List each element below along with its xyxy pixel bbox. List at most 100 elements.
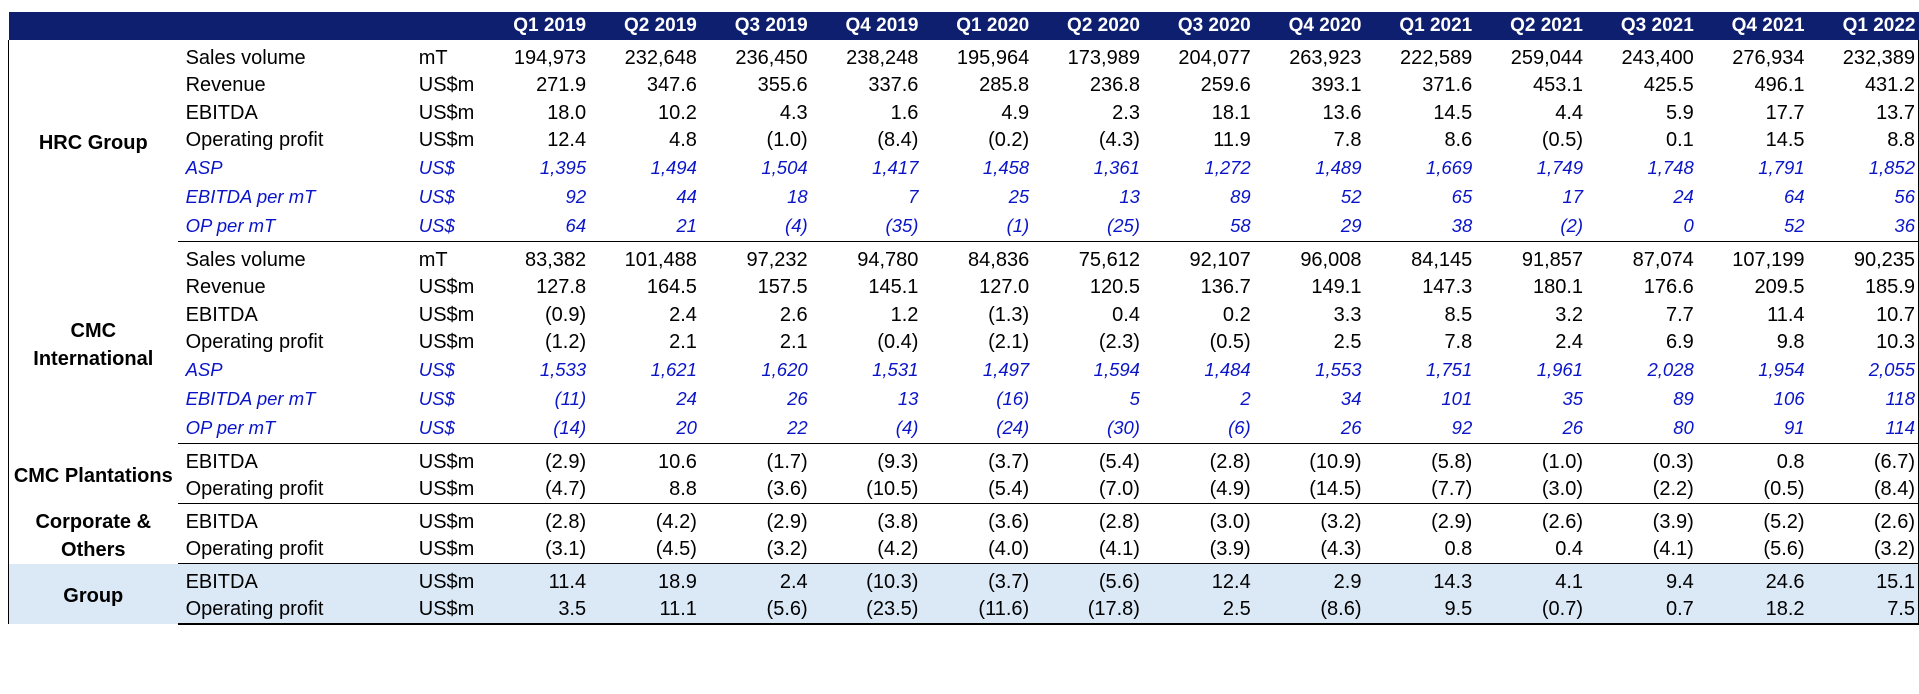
value-cell: 496.1 [1754, 74, 1805, 97]
value-cell: 285.8 [979, 74, 1030, 97]
unit-label: US$ [405, 414, 479, 444]
value-cell: (2.9) [766, 510, 808, 533]
value-cell: 7.5 [1807, 595, 1919, 625]
table-row: CMC International Sales volume mT 83,382 101… [7, 241, 1919, 444]
value-cell: 15.1 [1807, 563, 1919, 596]
value-cell: 10.2 [657, 101, 697, 124]
value-cell: (8.6) [1253, 595, 1365, 625]
metric-label: Operating profit [177, 475, 406, 504]
metric-label: Operating profit [185, 129, 324, 152]
unit-label: US$m [418, 74, 475, 97]
value-cell: 0.4 [1112, 303, 1140, 326]
value-cell: 2.5 [1142, 595, 1254, 625]
metric-label: Operating profit [177, 535, 406, 564]
value-cell: (3.7) [988, 450, 1030, 473]
value-cell: 1.2 [890, 303, 919, 326]
value-cell: (6.7) [1807, 443, 1919, 476]
value-cell: 0.8 [1776, 450, 1805, 473]
value-cell: 337.6 [868, 74, 919, 97]
value-cell: (4.3) [1253, 535, 1365, 564]
value-cell: 12.4 [1142, 563, 1254, 596]
unit-label: US$m [418, 450, 475, 473]
value-cell: 120.5 [1089, 276, 1140, 299]
unit-label: US$m [418, 129, 475, 152]
segment-label: Corporate & Others [7, 503, 178, 564]
column-header-quarter: Q4 2019 [810, 12, 922, 40]
value-cell: (0.5) [1541, 129, 1584, 152]
value-cell: 1,852 [1807, 154, 1919, 183]
value-cell: (4.2) [810, 535, 922, 564]
unit-label: mT [418, 46, 448, 69]
value-cell: 2.4 [1555, 331, 1584, 354]
value-cell: 0.8 [1364, 535, 1476, 564]
value-cell: (8.4) [877, 129, 919, 152]
value-cell: (3.6) [699, 475, 811, 504]
value-cell: (3.2) [1807, 535, 1919, 564]
header-blank-unit [405, 12, 479, 40]
value-cell: (3.9) [1142, 535, 1254, 564]
value-cell: (4.9) [1142, 475, 1254, 504]
value-cell: (7.0) [1032, 475, 1143, 504]
metric-label: OP per mT [177, 212, 406, 242]
value-cell: (0.9) [545, 303, 587, 326]
value-cell: 3.5 [478, 595, 590, 625]
value-cell: 173,989 [1067, 46, 1140, 69]
value-cell: 2.9 [1253, 563, 1365, 596]
value-cell: 2.1 [779, 331, 808, 354]
value-cell: 64 [478, 212, 590, 242]
value-cell: 232,648 [624, 46, 697, 69]
value-cell: (5.4) [921, 475, 1033, 504]
value-cell: 17.7 [1765, 101, 1805, 124]
metric-label: EBITDA [177, 563, 406, 596]
metric-label: EBITDA [185, 303, 258, 326]
value-cell: (4) [810, 414, 922, 444]
value-cell: 431.2 [1807, 71, 1919, 99]
value-cell: (17.8) [1032, 595, 1143, 625]
value-cell: 1,484 [1204, 359, 1251, 381]
value-cell: 17 [1562, 186, 1584, 208]
value-cell: 4.9 [1001, 101, 1030, 124]
value-cell: (1.3) [988, 303, 1030, 326]
value-cell: 58 [1142, 212, 1254, 242]
value-cell: 1,749 [1536, 157, 1584, 179]
column-header-quarter: Q1 2019 [478, 12, 590, 40]
value-cell: 8.6 [1444, 129, 1473, 152]
metric-label: EBITDA [185, 450, 258, 473]
value-cell: 18.0 [547, 101, 587, 124]
value-cell: (2.8) [1209, 450, 1251, 473]
value-cell: (2.8) [545, 510, 587, 533]
value-cell: 1,531 [872, 359, 919, 381]
value-cell: 21 [589, 212, 700, 242]
segment-label: CMC International [7, 241, 178, 444]
metric-label: EBITDA [185, 510, 258, 533]
unit-label: US$ [418, 186, 455, 208]
value-cell: 1,621 [650, 359, 697, 381]
value-cell: 355.6 [757, 74, 808, 97]
value-cell: 259.6 [1200, 74, 1251, 97]
value-cell: 149.1 [1311, 276, 1362, 299]
table-row: OP per mT US$ 64 21 (4) (35) (1) (25) 58 29 38 (2) 0… [9, 212, 1919, 242]
value-cell: 1,961 [1536, 359, 1584, 381]
value-cell: 22 [699, 414, 811, 444]
value-cell: 3.2 [1555, 303, 1584, 326]
value-cell: (1.2) [545, 331, 587, 354]
table-row: CMC Plantations EBITDA US$m (2.9) 10.6 (1.7)(… [7, 443, 1919, 504]
value-cell: 56 [1807, 183, 1919, 212]
column-header-quarter: Q1 2021 [1364, 12, 1476, 40]
metric-label: Revenue [185, 276, 266, 299]
value-cell: 2,028 [1647, 359, 1694, 381]
value-cell: 18 [787, 186, 808, 208]
table-row: Corporate & Others EBITDA US$m (2.8) (4.2) (2… [7, 503, 1919, 564]
value-cell: 238,248 [846, 46, 919, 69]
value-cell: (11) [554, 388, 587, 410]
value-cell: (11.6) [921, 595, 1033, 625]
metric-label: EBITDA per mT [185, 388, 316, 410]
value-cell: 94,780 [857, 248, 919, 271]
table-row: EBITDA US$m 18.0 10.2 4.3 1.6 4.9 2.3 18.1 13.6 14… [9, 99, 1919, 127]
column-header-quarter: Q4 2021 [1696, 12, 1808, 40]
unit-label: US$ [418, 157, 455, 179]
value-cell: 127.8 [536, 276, 587, 299]
table-row: Revenue US$m 271.9 347.6 355.6 337.6 285.8 236.… [9, 71, 1919, 99]
value-cell: 4.4 [1555, 101, 1584, 124]
value-cell: 8.5 [1444, 303, 1473, 326]
